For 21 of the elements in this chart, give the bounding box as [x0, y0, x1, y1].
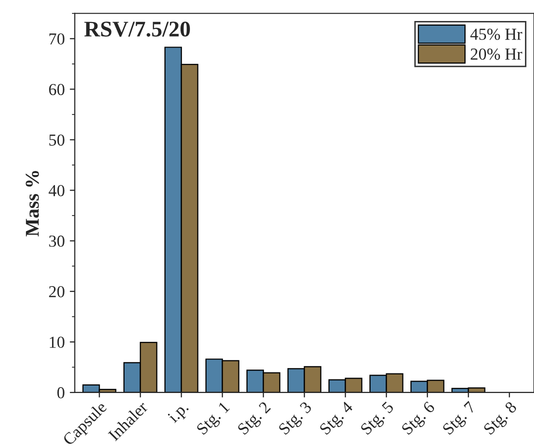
y-axis-title: Mass % [26, 170, 39, 236]
x-tick-label: i.p. [166, 401, 192, 426]
y-tick-label: 70 [49, 33, 64, 45]
y-tick-label: 50 [49, 134, 64, 146]
y-tick-label: 10 [50, 336, 64, 348]
y-tick-label: 60 [49, 84, 64, 96]
legend-label: 20% Hr [470, 48, 522, 60]
x-tick-label: Stg. 6 [401, 400, 438, 438]
y-tick-label: 40 [48, 184, 64, 196]
chart-title: RSV/7.5/20 [84, 22, 190, 37]
y-tick-label: 30 [49, 236, 64, 247]
x-tick-label: Stg. 4 [319, 400, 356, 438]
x-tick-label: Stg. 2 [237, 401, 274, 438]
x-tick-label: Stg. 5 [360, 400, 397, 438]
legend-label: 45% Hr [470, 28, 522, 40]
y-tick-label: 0 [57, 387, 64, 398]
x-tick-label: Stg. 8 [482, 400, 520, 438]
y-tick-label: 20 [49, 286, 64, 298]
x-tick-label: Stg. 1 [196, 401, 232, 438]
x-tick-label: Stg. 3 [278, 400, 315, 438]
x-tick-label: Stg. 7 [442, 400, 479, 438]
